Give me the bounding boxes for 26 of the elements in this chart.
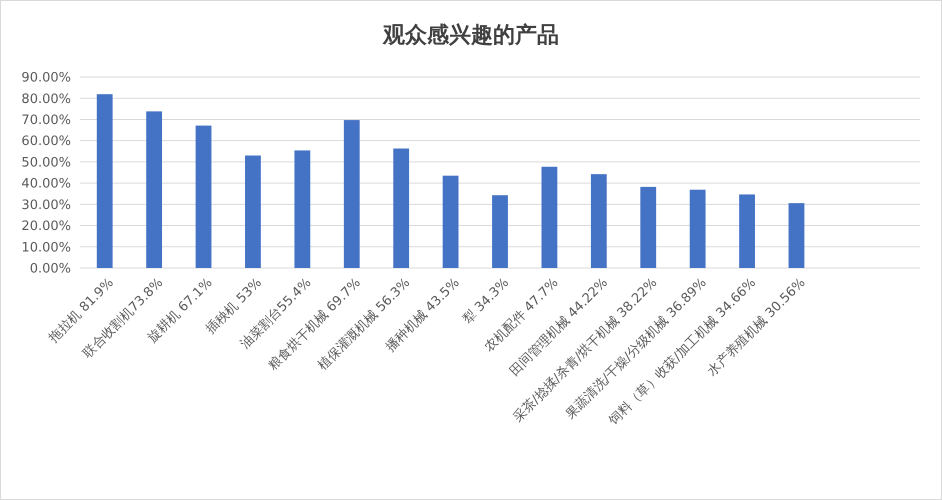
y-tick-label: 40.00% xyxy=(21,176,71,192)
bar xyxy=(96,94,113,268)
bar xyxy=(442,176,458,268)
y-tick-label: 0.00% xyxy=(30,262,71,277)
y-tick-label: 10.00% xyxy=(21,240,71,256)
bar xyxy=(590,174,607,268)
y-tick-label: 60.00% xyxy=(21,134,71,150)
bar xyxy=(690,190,706,268)
bar xyxy=(146,111,162,268)
bar xyxy=(245,156,261,268)
bar xyxy=(788,203,804,268)
bar xyxy=(294,150,310,268)
chart-title: 观众感兴趣的产品 xyxy=(382,22,559,48)
y-tick-label: 20.00% xyxy=(21,219,71,234)
bar xyxy=(344,120,360,268)
y-tick-label: 70.00% xyxy=(21,112,71,128)
bar xyxy=(393,148,410,268)
y-tick-label: 50.00% xyxy=(21,155,71,170)
bar xyxy=(640,186,656,268)
bar xyxy=(196,126,212,268)
bar xyxy=(492,195,508,268)
y-tick-label: 80.00% xyxy=(21,92,71,107)
y-tick-label: 30.00% xyxy=(21,198,71,213)
bar xyxy=(542,166,558,268)
y-tick-label: 90.00% xyxy=(21,70,71,86)
bar xyxy=(739,194,755,268)
